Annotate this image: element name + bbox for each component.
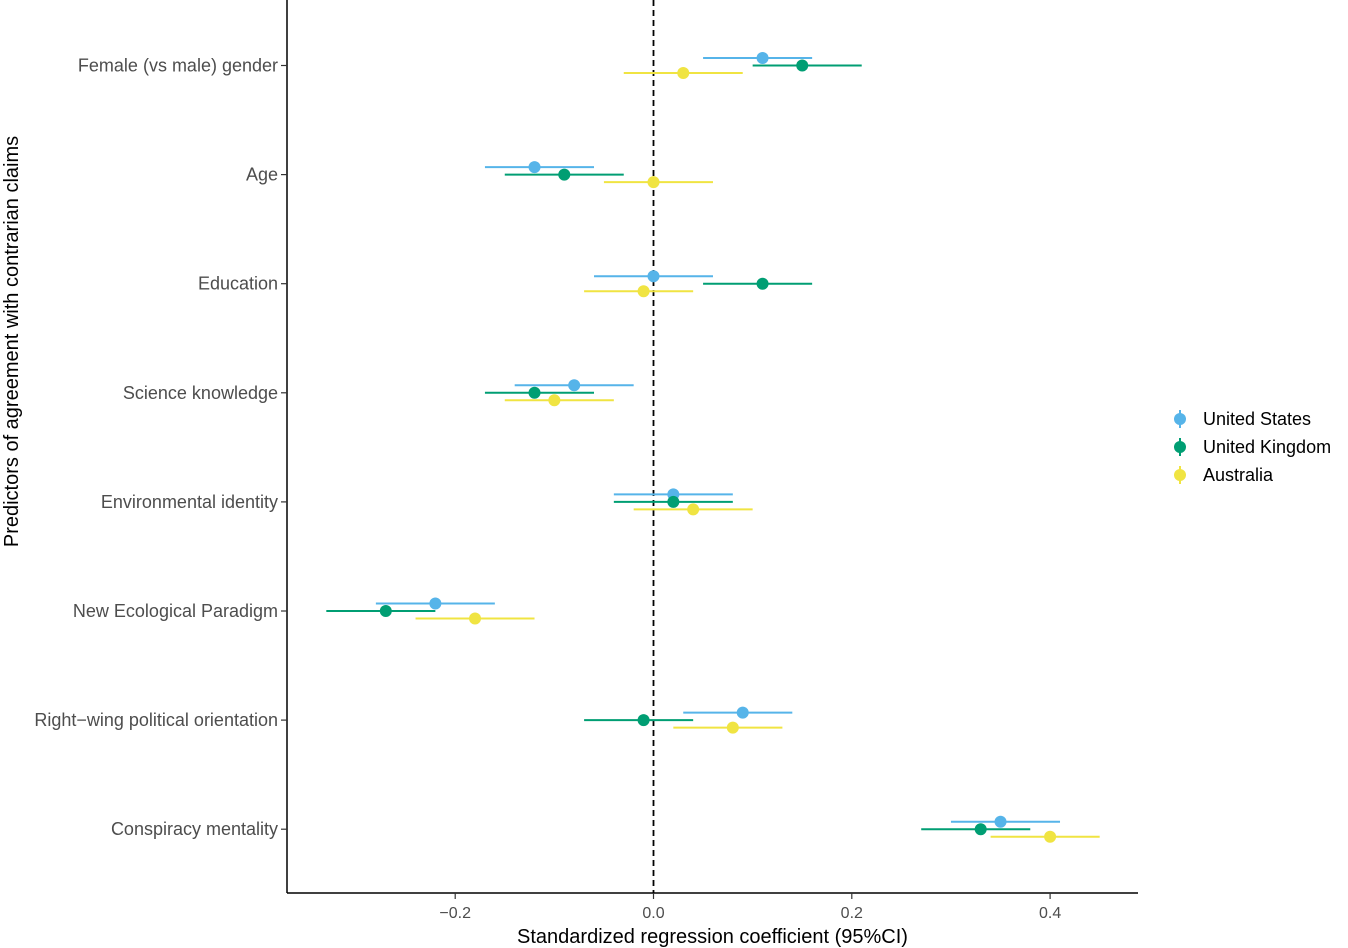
legend: United States United Kingdom Australia	[1174, 409, 1331, 485]
data-point	[637, 285, 650, 298]
axes	[286, 0, 1138, 894]
category-label: Female (vs male) gender	[78, 56, 278, 76]
legend-label: United Kingdom	[1203, 437, 1331, 457]
category-label: Science knowledge	[123, 383, 278, 403]
data-point	[528, 161, 541, 174]
category-label: New Ecological Paradigm	[73, 601, 278, 621]
data-point	[637, 714, 650, 727]
data-point	[736, 706, 749, 719]
marks-layer	[326, 52, 1100, 843]
data-point	[667, 495, 680, 508]
data-point	[796, 59, 809, 72]
legend-item: Australia	[1174, 465, 1274, 485]
data-point	[429, 597, 442, 610]
data-point	[974, 823, 987, 836]
data-point	[647, 270, 660, 283]
legend-label: Australia	[1203, 465, 1274, 485]
x-tick-label: 0.0	[642, 905, 664, 922]
x-axis-title: Standardized regression coefficient (95%…	[517, 926, 908, 948]
legend-label: United States	[1203, 409, 1311, 429]
y-axis-title: Predictors of agreement with contrarian …	[1, 136, 23, 547]
data-point	[469, 612, 482, 625]
data-point	[677, 67, 690, 79]
category-label: Right−wing political orientation	[34, 710, 278, 730]
data-point	[1044, 830, 1057, 843]
legend-item: United Kingdom	[1174, 437, 1331, 457]
data-point	[994, 815, 1007, 828]
tick-layer: −0.2 0.0 0.2 0.4 Female (vs male) gender Age E…	[34, 56, 1061, 923]
x-tick-label: −0.2	[439, 905, 471, 922]
legend-key-point	[1174, 469, 1186, 481]
legend-key-point	[1174, 441, 1186, 453]
data-point	[568, 379, 581, 392]
category-label: Age	[246, 165, 278, 185]
x-tick-label: 0.2	[841, 905, 863, 922]
data-point	[647, 176, 660, 189]
data-point	[756, 52, 769, 64]
data-point	[726, 721, 739, 734]
data-point	[548, 394, 561, 407]
category-label: Environmental identity	[101, 492, 278, 512]
series-australia	[415, 67, 1100, 843]
data-point	[687, 503, 700, 516]
category-label: Education	[198, 274, 278, 294]
legend-key-point	[1174, 413, 1186, 425]
data-point	[528, 386, 541, 399]
x-tick-label: 0.4	[1039, 905, 1061, 922]
data-point	[756, 277, 769, 290]
series-united-states	[375, 52, 1061, 828]
series-united-kingdom	[326, 59, 1031, 836]
category-label: Conspiracy mentality	[111, 819, 278, 839]
legend-item: United States	[1174, 409, 1311, 429]
data-point	[558, 168, 571, 181]
data-point	[379, 605, 392, 617]
